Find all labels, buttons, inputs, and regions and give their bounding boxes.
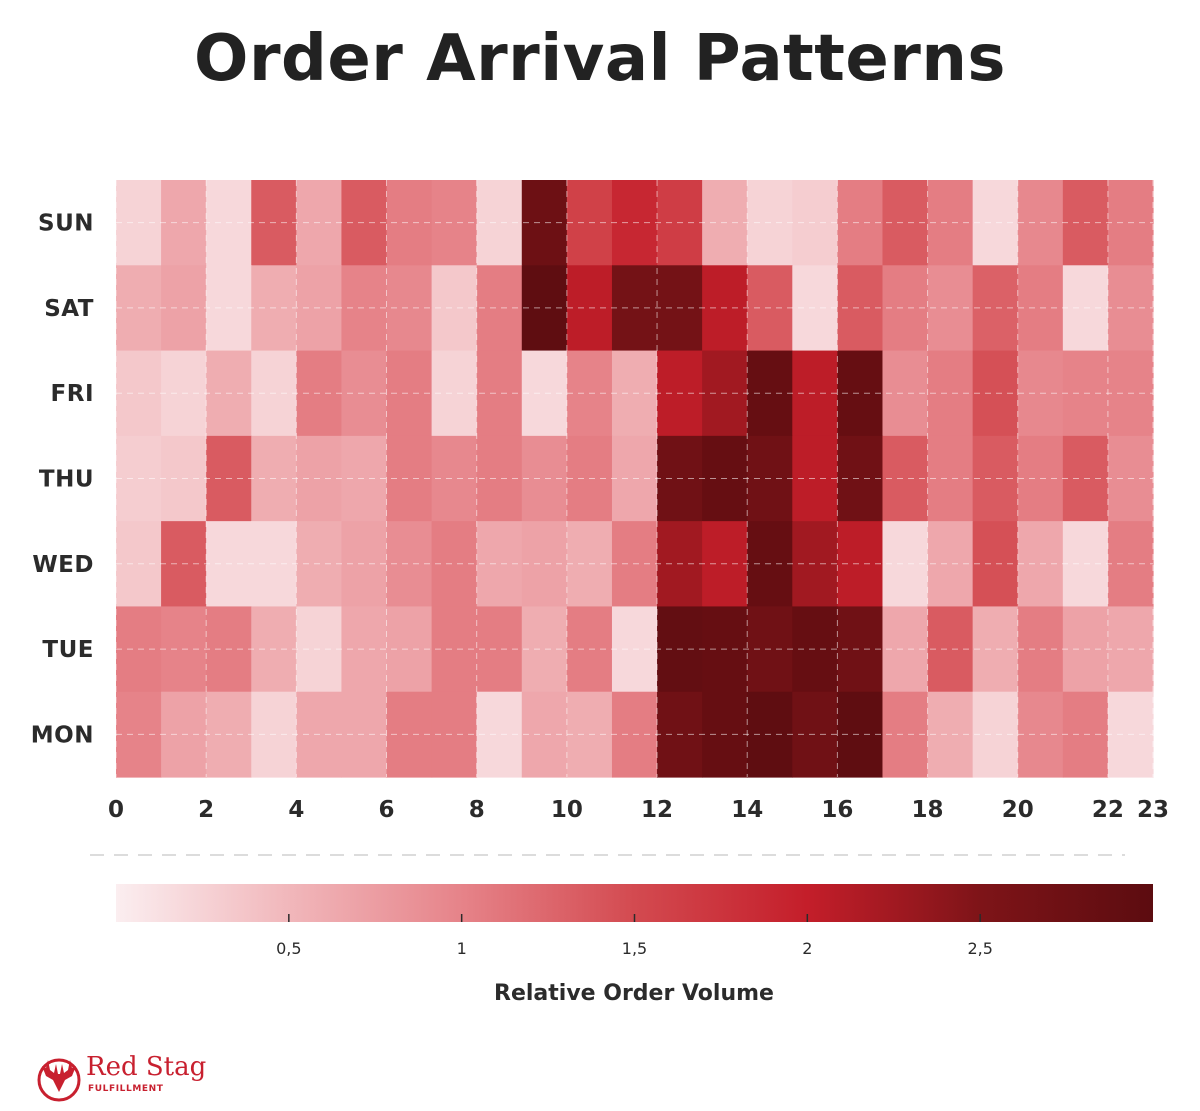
x-tick-label: 23 — [1137, 797, 1169, 823]
y-tick-label: WED — [32, 552, 94, 578]
colorbar-tick-label: 2,5 — [967, 939, 992, 958]
logo-subtitle: FULFILLMENT — [88, 1084, 164, 1094]
colorbar-tick-label: 2 — [802, 939, 812, 958]
x-tick-label: 12 — [641, 797, 673, 823]
colorbar-tick-label: 0,5 — [276, 939, 301, 958]
stag-icon — [37, 1058, 81, 1102]
colorbar-tick-label: 1,5 — [622, 939, 647, 958]
y-tick-label: SUN — [38, 211, 94, 237]
x-tick-label: 22 — [1092, 797, 1124, 823]
y-tick-label: MON — [31, 722, 94, 748]
y-tick-label: FRI — [51, 381, 94, 407]
x-tick-label: 14 — [731, 797, 763, 823]
chart-title: Order Arrival Patterns — [194, 22, 1006, 96]
x-tick-label: 8 — [469, 797, 485, 823]
heatmap-gridlines — [115, 180, 1154, 777]
y-axis-labels: SUN SAT FRI THU WED TUE MON — [31, 211, 94, 749]
x-tick-label: 0 — [108, 797, 124, 823]
x-tick-label: 18 — [912, 797, 944, 823]
y-tick-label: TUE — [42, 637, 94, 663]
x-axis-labels: 0 2 4 6 8 10 12 14 16 18 20 22 23 — [108, 797, 1169, 823]
y-tick-label: SAT — [44, 296, 94, 322]
x-tick-label: 4 — [288, 797, 304, 823]
colorbar-tick-label: 1 — [457, 939, 467, 958]
y-tick-label: THU — [39, 467, 94, 493]
logo: Red Stag FULFILLMENT — [34, 1046, 214, 1104]
x-tick-label: 2 — [198, 797, 214, 823]
x-tick-label: 16 — [821, 797, 853, 823]
x-tick-label: 6 — [379, 797, 395, 823]
x-tick-label: 20 — [1002, 797, 1034, 823]
logo-name: Red Stag — [86, 1052, 207, 1082]
colorbar-label: Relative Order Volume — [494, 981, 774, 1006]
x-tick-label: 10 — [551, 797, 583, 823]
colorbar-ticks: 0,5 1 1,5 2 2,5 — [276, 914, 993, 958]
